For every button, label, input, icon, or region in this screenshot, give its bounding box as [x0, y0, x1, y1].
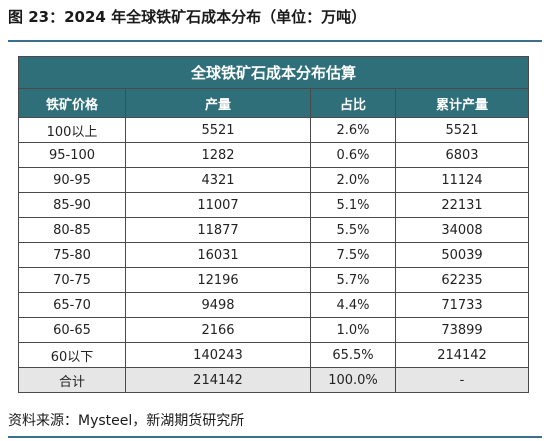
- table-row: 80-85 11877 5.5% 34008: [18, 217, 530, 243]
- table-cell: 62235: [394, 267, 530, 293]
- table-cell: 5.1%: [310, 192, 396, 218]
- table-caption-row: 全球铁矿石成本分布估算: [17, 56, 530, 89]
- column-header: 累计产量: [394, 88, 530, 118]
- table-cell: 2.6%: [310, 117, 396, 143]
- table-cell: 1.0%: [310, 317, 396, 343]
- table-row: 95-100 1282 0.6% 6803: [18, 142, 530, 168]
- table-row: 85-90 11007 5.1% 22131: [18, 192, 530, 218]
- total-cell: -: [394, 367, 530, 393]
- table-cell: 50039: [394, 242, 530, 268]
- table-cell: 12196: [125, 267, 311, 293]
- table-cell: 11007: [125, 192, 311, 218]
- table-caption: 全球铁矿石成本分布估算: [17, 56, 530, 89]
- table-cell: 60以下: [18, 342, 126, 368]
- table-cell: 5521: [125, 117, 311, 143]
- table-cell: 2166: [125, 317, 311, 343]
- table-cell: 0.6%: [310, 142, 396, 168]
- source-note: 资料来源：Mysteel，新湖期货研究所: [8, 413, 245, 429]
- table-cell: 95-100: [18, 142, 126, 168]
- table-cell: 22131: [394, 192, 530, 218]
- table-cell: 100以上: [18, 117, 126, 143]
- column-header: 占比: [310, 88, 396, 118]
- table-row: 75-80 16031 7.5% 50039: [18, 242, 530, 268]
- table-cell: 4.4%: [310, 292, 396, 318]
- table-cell: 5.5%: [310, 217, 396, 243]
- column-header: 产量: [125, 88, 311, 118]
- table-row: 65-70 9498 4.4% 71733: [18, 292, 530, 318]
- total-cell: 214142: [125, 367, 311, 393]
- table-cell: 85-90: [18, 192, 126, 218]
- total-cell: 100.0%: [310, 367, 396, 393]
- title-rule: [8, 40, 542, 42]
- table-cell: 34008: [394, 217, 530, 243]
- table-cell: 65-70: [18, 292, 126, 318]
- table-cell: 11877: [125, 217, 311, 243]
- table-row: 90-95 4321 2.0% 11124: [18, 167, 530, 193]
- table-cell: 5521: [394, 117, 530, 143]
- table-cell: 60-65: [18, 317, 126, 343]
- table-row: 70-75 12196 5.7% 62235: [18, 267, 530, 293]
- header-row: 铁矿价格 产量 占比 累计产量: [18, 88, 530, 118]
- table-cell: 73899: [394, 317, 530, 343]
- source-rule: [8, 436, 542, 438]
- table-cell: 140243: [125, 342, 311, 368]
- table-cell: 5.7%: [310, 267, 396, 293]
- table-cell: 7.5%: [310, 242, 396, 268]
- table-cell: 71733: [394, 292, 530, 318]
- total-cell: 合计: [18, 367, 126, 393]
- table-cell: 80-85: [18, 217, 126, 243]
- table-cell: 9498: [125, 292, 311, 318]
- table-cell: 6803: [394, 142, 530, 168]
- table-cell: 11124: [394, 167, 530, 193]
- table-cell: 214142: [394, 342, 530, 368]
- column-header: 铁矿价格: [18, 88, 126, 118]
- table-cell: 90-95: [18, 167, 126, 193]
- table-cell: 4321: [125, 167, 311, 193]
- total-row: 合计 214142 100.0% -: [18, 367, 530, 393]
- table-body: 100以上 5521 2.6% 5521 95-100 1282 0.6% 6803 90-95…: [18, 117, 530, 393]
- table-row: 60-65 2166 1.0% 73899: [18, 317, 530, 343]
- table-row: 60以下 140243 65.5% 214142: [18, 342, 530, 368]
- table-cell: 70-75: [18, 267, 126, 293]
- table-cell: 65.5%: [310, 342, 396, 368]
- table-cell: 75-80: [18, 242, 126, 268]
- table-cell: 2.0%: [310, 167, 396, 193]
- cost-table: 全球铁矿石成本分布估算 铁矿价格 产量 占比 累计产量 100以上 5521 2.6% 55…: [17, 56, 530, 393]
- table-cell: 1282: [125, 142, 311, 168]
- table-cell: 16031: [125, 242, 311, 268]
- figure-title: 图 23：2024 年全球铁矿石成本分布（单位：万吨）: [8, 8, 367, 26]
- table-row: 100以上 5521 2.6% 5521: [18, 117, 530, 143]
